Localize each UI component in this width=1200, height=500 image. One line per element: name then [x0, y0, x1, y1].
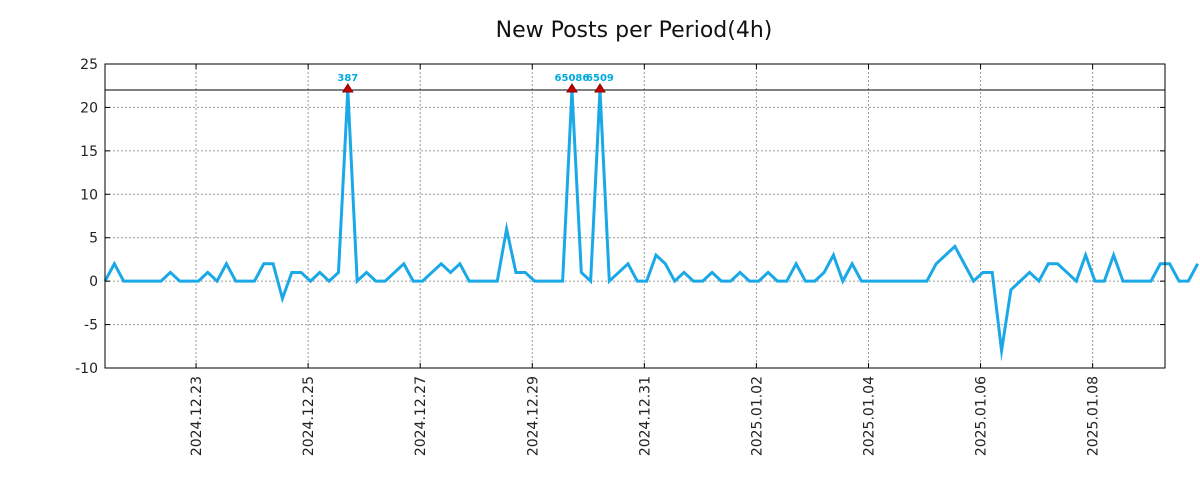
- peak-annotation: 387: [337, 73, 358, 84]
- peak-marker: [566, 83, 578, 93]
- x-tick-label: 2024.12.25: [301, 376, 317, 456]
- x-axis: 2024.12.23 2024.12.25 2024.12.27 2024.12.29…: [189, 64, 1102, 456]
- x-tick-label: 2024.12.29: [525, 376, 541, 456]
- y-tick-label: 15: [80, 144, 98, 160]
- y-tick-label: -10: [75, 361, 98, 377]
- plot-area-frame: [104, 63, 1166, 369]
- y-tick-label: 25: [80, 57, 98, 73]
- y-tick-label: -5: [84, 318, 98, 334]
- peak-marker: [341, 83, 354, 93]
- x-tick-label: 2025.01.08: [1086, 376, 1102, 456]
- y-tick-label: 20: [80, 100, 98, 116]
- y-tick-label: 10: [80, 187, 98, 203]
- x-tick-label: 2025.01.06: [974, 376, 990, 456]
- y-tick-label: 5: [89, 231, 98, 247]
- series-layer: [103, 89, 1200, 362]
- peak-marker: [594, 83, 606, 93]
- peak-annotation: 65086: [555, 73, 590, 84]
- peak-annotation: 6509: [586, 73, 614, 84]
- x-tick-label: 2024.12.31: [637, 376, 653, 456]
- grid-lines: [105, 64, 1165, 368]
- y-axis: -10 -5 0 5 10 15 20 25: [75, 57, 1165, 377]
- x-tick-label: 2025.01.04: [861, 376, 877, 456]
- x-tick-label: 2024.12.23: [189, 376, 205, 456]
- x-tick-label: 2024.12.27: [413, 376, 429, 456]
- y-tick-label: 0: [89, 274, 98, 290]
- chart-title: New Posts per Period(4h): [496, 18, 773, 43]
- x-tick-label: 2025.01.02: [749, 376, 765, 456]
- series-line: [103, 89, 1200, 362]
